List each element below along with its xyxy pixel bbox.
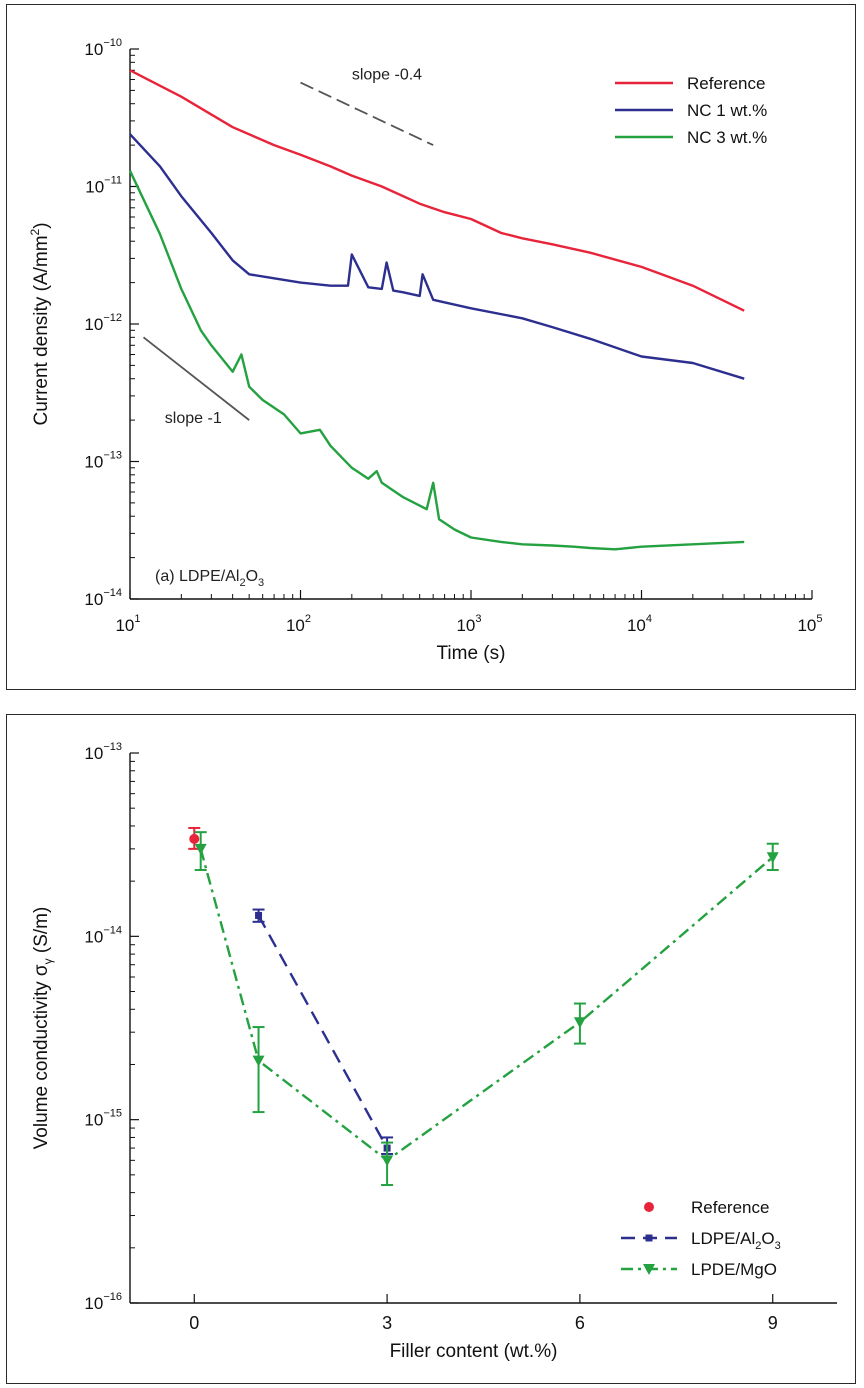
y-tick-label: 10−15 <box>84 1108 122 1130</box>
series-line-ldpe-al <box>257 914 389 1149</box>
x-tick-label: 105 <box>797 613 822 635</box>
data-point-lpde-mgo <box>766 852 779 864</box>
legend-label: Reference <box>691 1198 769 1217</box>
legend-marker <box>645 1234 653 1242</box>
slope-annotation: slope -1 <box>165 410 222 427</box>
legend-marker <box>644 1202 654 1212</box>
data-point-lpde-mgo <box>194 843 207 855</box>
x-tick-label: 9 <box>768 1313 778 1333</box>
series-line-reference <box>129 69 745 312</box>
data-point-lpde-mgo <box>573 1017 586 1029</box>
series-line-lpde-mgo <box>199 848 774 1162</box>
x-tick-label: 103 <box>456 613 481 635</box>
x-tick-label: 3 <box>382 1313 392 1333</box>
y-tick-label: 10−11 <box>85 175 122 197</box>
y-axis-title: Volume conductivity σγ (S/m) <box>31 907 55 1150</box>
x-axis-title: Filler content (wt.%) <box>390 1341 558 1362</box>
legend-label: NC 1 wt.% <box>687 101 767 120</box>
slope-guide-line <box>300 81 434 146</box>
y-axis-title: Current density (A/mm2) <box>28 222 52 425</box>
legend-marker <box>643 1264 655 1275</box>
x-tick-label: 102 <box>286 613 311 635</box>
x-tick-label: 101 <box>115 613 140 635</box>
y-tick-label: 10−12 <box>84 312 122 334</box>
chart-a-svg: 101 102 103 104 105 10−10 10−11 10−12 10−13 10−14… <box>28 37 823 664</box>
panel-label: (a) LDPE/Al2O3 <box>155 568 264 589</box>
y-tick-label: 10−13 <box>84 741 122 763</box>
x-tick-label: 6 <box>575 1313 585 1333</box>
y-tick-label: 10−10 <box>84 37 122 59</box>
data-point-lpde-mgo <box>381 1155 394 1167</box>
legend-label: NC 3 wt.% <box>687 128 767 147</box>
y-tick-label: 10−14 <box>84 924 122 946</box>
data-point-ldpe-al <box>255 911 263 919</box>
legend-label: Reference <box>687 74 765 93</box>
x-tick-label: 0 <box>189 1313 199 1333</box>
series-line-nc-3-wt- <box>128 170 745 551</box>
x-axis-title: Time (s) <box>437 643 506 664</box>
panel-a-current-density: 101 102 103 104 105 10−10 10−11 10−12 10−13 10−14… <box>6 4 856 690</box>
chart-b-svg: 0 3 6 9 10−13 10−14 10−15 10−16 Filler content (… <box>31 741 837 1362</box>
slope-guide-line <box>142 336 250 421</box>
x-tick-label: 104 <box>627 613 652 635</box>
panel-b-volume-conductivity: 0 3 6 9 10−13 10−14 10−15 10−16 Filler content (… <box>6 714 856 1384</box>
legend-label: LDPE/Al2O3 <box>691 1229 781 1252</box>
legend-label: LPDE/MgO <box>691 1260 777 1279</box>
y-tick-label: 10−14 <box>84 587 122 609</box>
data-point-reference <box>189 833 200 844</box>
slope-annotation: slope -0.4 <box>352 67 422 84</box>
series-line-nc-1-wt- <box>129 133 745 380</box>
y-tick-label: 10−13 <box>84 450 122 472</box>
y-tick-label: 10−16 <box>84 1291 122 1313</box>
data-point-lpde-mgo <box>252 1055 265 1067</box>
